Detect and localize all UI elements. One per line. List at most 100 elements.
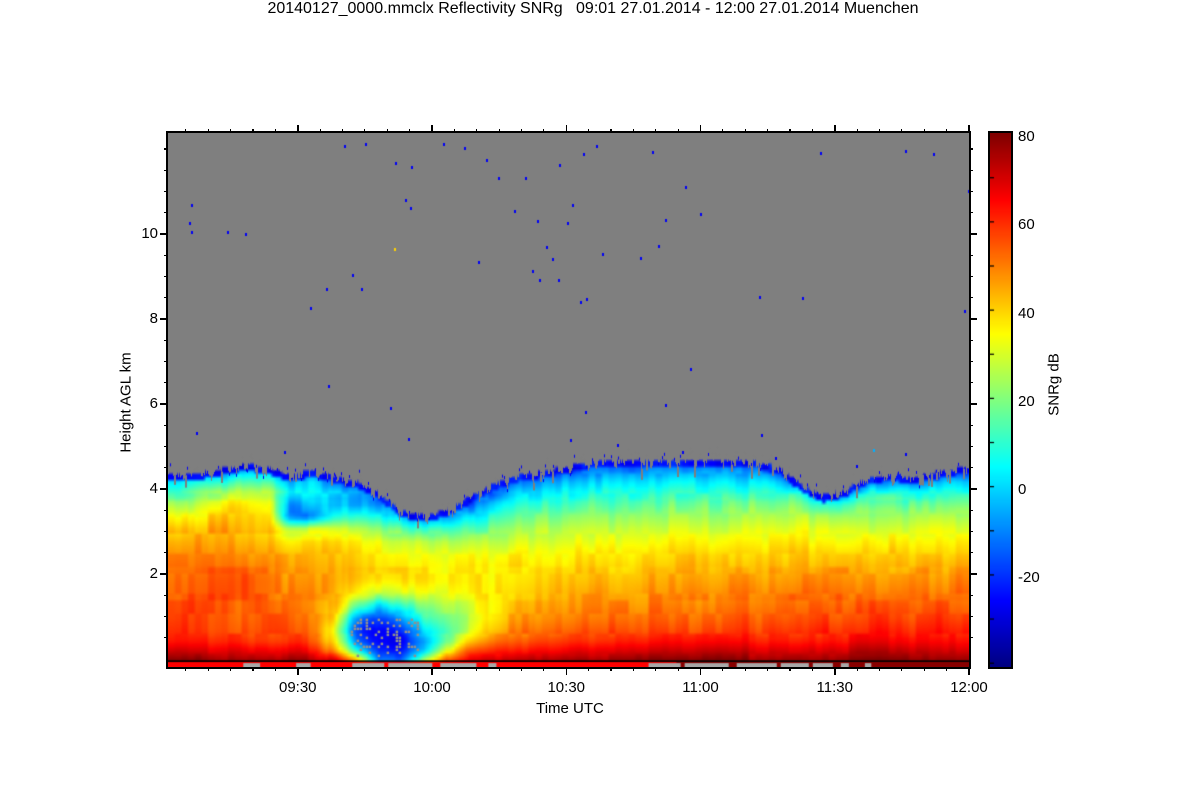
x-minor-tick-top — [252, 129, 254, 133]
x-minor-tick-top — [923, 129, 925, 133]
x-minor-tick-top — [677, 129, 679, 133]
y-minor-tick-right — [969, 212, 973, 214]
x-minor-tick-top — [632, 129, 634, 133]
y-tick-label: 4 — [149, 480, 158, 497]
y-minor-tick — [164, 637, 168, 639]
x-minor-tick — [409, 667, 411, 671]
x-minor-tick — [364, 667, 366, 671]
x-major-tick-top — [968, 125, 970, 133]
y-minor-tick-right — [969, 148, 973, 150]
y-minor-tick — [164, 190, 168, 193]
y-minor-tick — [164, 594, 168, 596]
x-major-tick — [968, 667, 970, 675]
x-minor-tick-top — [767, 129, 769, 133]
x-minor-tick — [386, 667, 388, 671]
x-minor-tick-top — [364, 129, 366, 133]
y-tick-label: 2 — [149, 565, 158, 582]
y-major-tick-right — [969, 403, 977, 405]
x-minor-tick — [319, 667, 321, 671]
x-minor-tick — [543, 667, 545, 671]
y-minor-tick-right — [969, 615, 973, 618]
x-tick-label: 10:30 — [547, 679, 586, 696]
y-minor-tick-right — [969, 169, 973, 171]
y-minor-tick-right — [969, 552, 973, 554]
y-minor-tick — [164, 382, 168, 384]
x-minor-tick-top — [946, 129, 948, 133]
y-major-tick-right — [969, 573, 977, 575]
x-minor-tick — [677, 667, 679, 671]
x-minor-tick-top — [185, 129, 187, 133]
x-minor-tick — [767, 667, 769, 671]
y-minor-tick — [164, 467, 168, 469]
x-minor-tick — [453, 667, 455, 671]
y-minor-tick — [164, 445, 168, 448]
plot-frame — [166, 131, 971, 669]
heatmap-canvas — [168, 133, 969, 667]
colorbar-tick-label: 60 — [1018, 216, 1035, 234]
y-minor-tick-right — [969, 254, 973, 256]
x-minor-tick-top — [476, 129, 478, 133]
x-minor-tick-top — [901, 129, 903, 133]
x-axis-label: Time UTC — [536, 700, 604, 717]
y-minor-tick-right — [969, 467, 973, 469]
x-minor-tick-top — [520, 129, 523, 133]
y-tick-label: 10 — [141, 225, 158, 242]
x-major-tick-top — [297, 125, 299, 133]
y-minor-tick-right — [969, 424, 973, 426]
x-minor-tick-top — [543, 129, 545, 133]
y-tick-label: 6 — [149, 395, 158, 412]
y-minor-tick — [164, 275, 168, 278]
y-major-tick-right — [969, 488, 977, 490]
x-major-tick — [699, 667, 702, 675]
x-minor-tick — [744, 667, 746, 671]
x-minor-tick-top — [744, 129, 746, 133]
y-major-tick — [160, 488, 168, 490]
y-minor-tick — [164, 360, 168, 363]
x-minor-tick-top — [274, 129, 276, 133]
y-axis-label: Height AGL km — [117, 352, 135, 453]
x-minor-tick-top — [588, 129, 590, 133]
y-minor-tick — [164, 424, 168, 426]
x-minor-tick — [230, 667, 232, 671]
y-minor-tick-right — [969, 360, 973, 363]
y-minor-tick-right — [969, 509, 973, 511]
colorbar-tick-label: 40 — [1018, 304, 1035, 322]
x-major-tick — [565, 667, 567, 675]
x-minor-tick — [476, 667, 478, 671]
x-minor-tick-top — [878, 129, 881, 133]
x-minor-tick-top — [230, 129, 232, 133]
y-minor-tick-right — [969, 594, 973, 596]
y-minor-tick — [164, 169, 168, 171]
colorbar-tick-label: -20 — [1018, 569, 1040, 587]
x-minor-tick-top — [856, 129, 858, 133]
x-minor-tick — [588, 667, 590, 671]
x-minor-tick-top — [610, 129, 612, 133]
colorbar-canvas — [990, 133, 1011, 667]
x-major-tick — [431, 667, 433, 675]
y-minor-tick-right — [969, 530, 973, 533]
x-minor-tick-top — [498, 129, 500, 133]
y-minor-tick — [164, 339, 168, 341]
x-minor-tick — [520, 667, 523, 671]
y-major-tick — [160, 233, 168, 235]
x-minor-tick — [632, 667, 634, 671]
x-minor-tick — [655, 667, 657, 671]
x-minor-tick — [185, 667, 187, 671]
y-major-tick — [160, 403, 168, 405]
x-minor-tick — [811, 667, 813, 671]
y-minor-tick-right — [969, 339, 973, 341]
x-minor-tick-top — [811, 129, 813, 133]
y-minor-tick — [164, 615, 168, 618]
colorbar-label: SNRg dB — [1045, 353, 1063, 416]
x-major-tick — [834, 667, 836, 675]
y-minor-tick — [164, 148, 168, 150]
y-tick-label: 8 — [149, 310, 158, 327]
y-minor-tick — [164, 530, 168, 533]
x-minor-tick-top — [319, 129, 321, 133]
x-major-tick-top — [565, 125, 567, 133]
y-minor-tick-right — [969, 637, 973, 639]
y-minor-tick — [164, 212, 168, 214]
x-minor-tick-top — [207, 129, 209, 133]
x-minor-tick — [923, 667, 925, 671]
